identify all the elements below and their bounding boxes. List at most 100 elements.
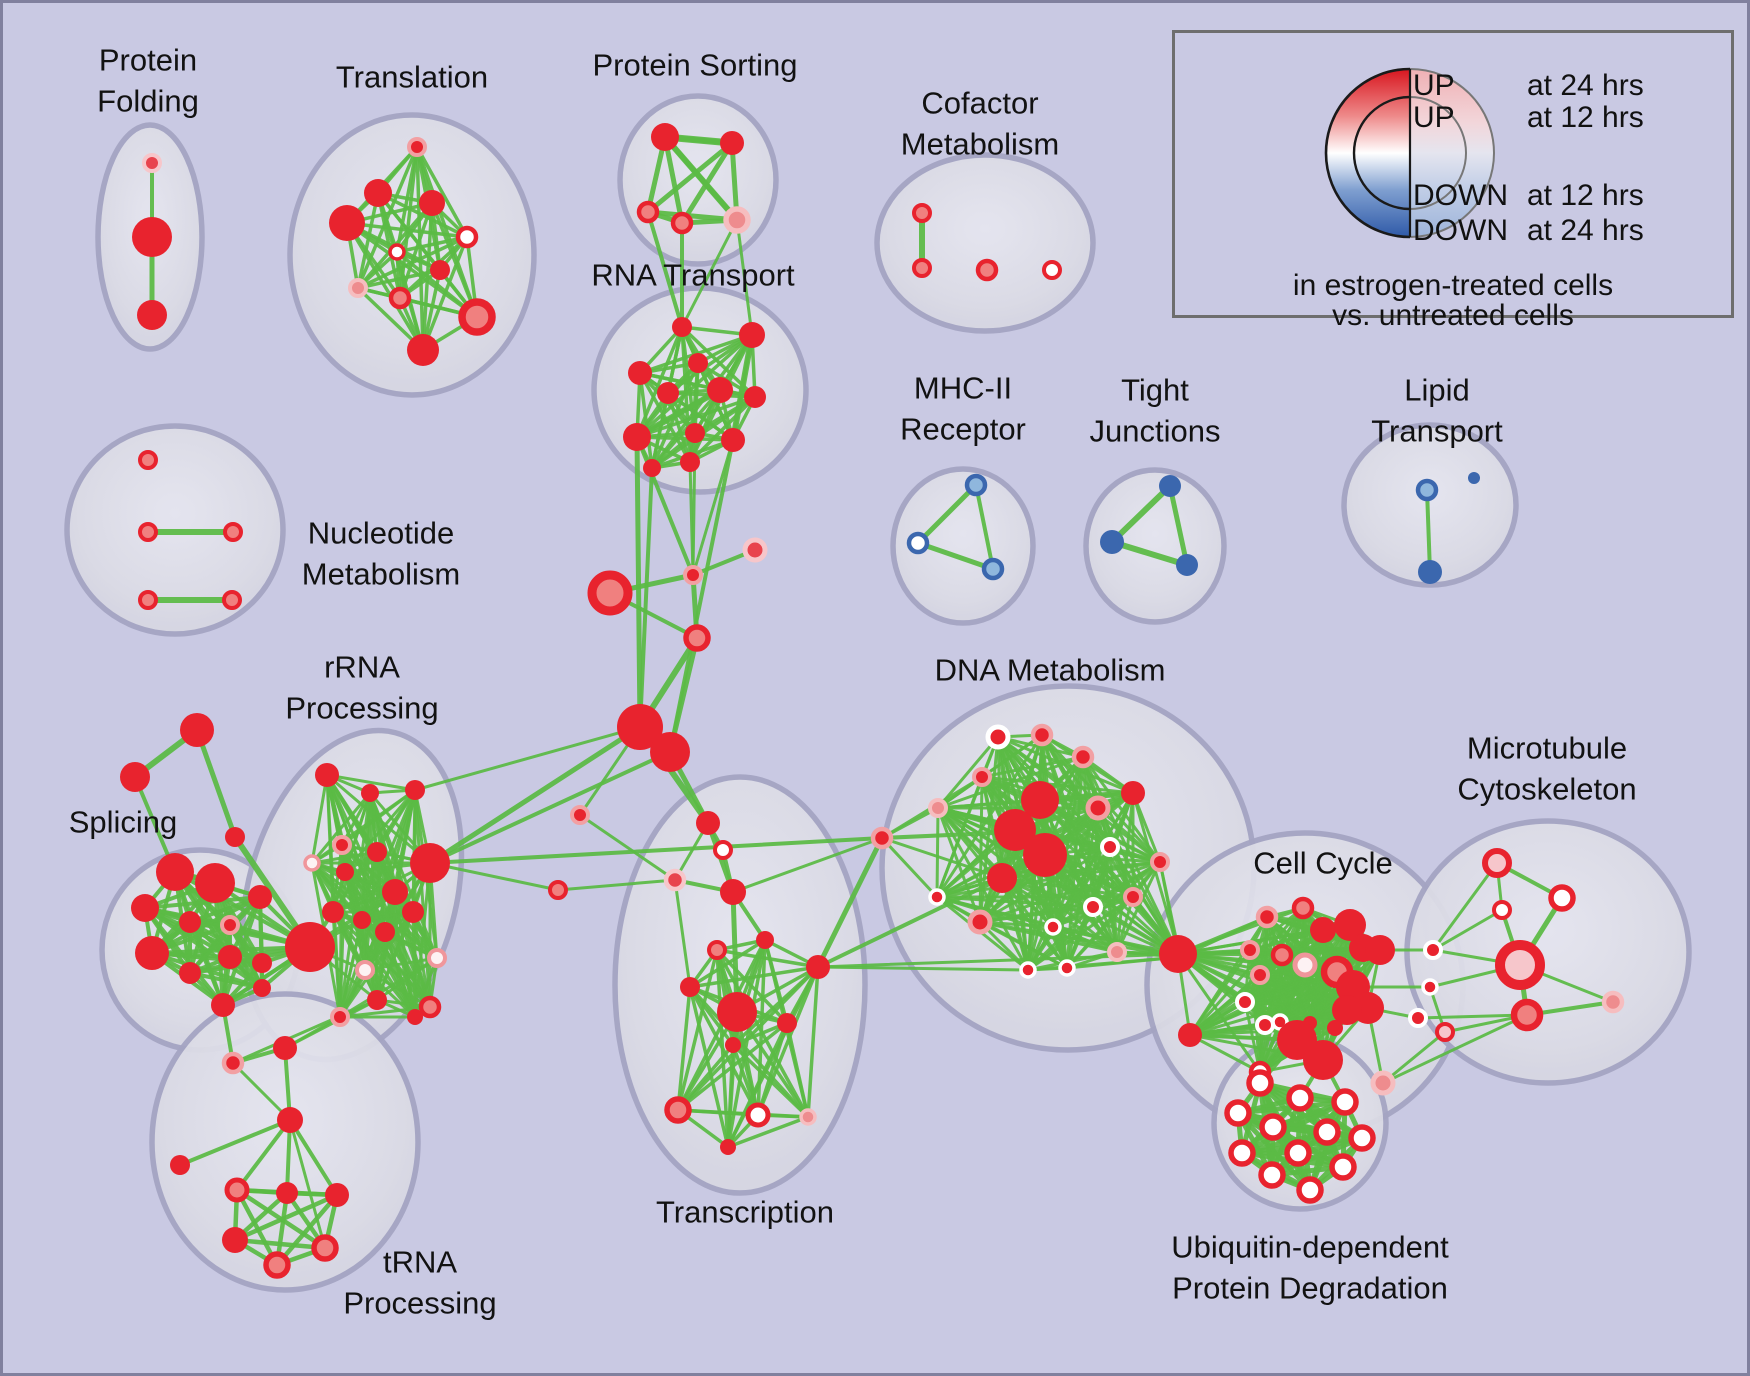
node-transcription — [745, 1102, 771, 1128]
edge — [231, 998, 379, 1065]
node-protein_sorting — [723, 206, 751, 234]
edge — [735, 218, 754, 337]
edge — [356, 191, 380, 290]
node-nucleotide — [138, 450, 158, 470]
node-splicing — [218, 945, 242, 969]
edge — [234, 1187, 280, 1268]
edge — [634, 387, 723, 440]
edge — [688, 985, 730, 1149]
node-dna — [1058, 959, 1076, 977]
node-rrna — [303, 854, 321, 872]
edge — [980, 775, 1135, 795]
node-dna — [928, 888, 946, 906]
node-rrna — [336, 863, 354, 881]
node-trna_hex — [222, 1227, 248, 1253]
edge — [1431, 861, 1499, 952]
node-nucleotide — [223, 522, 243, 542]
cluster-label-transcription: Transcription — [656, 1195, 834, 1230]
node-cellcycle — [1270, 943, 1294, 967]
edge — [688, 938, 767, 989]
node-ubiquitin — [1348, 1124, 1376, 1152]
node-rna_transport — [623, 423, 651, 451]
edge — [288, 1118, 327, 1250]
edge — [288, 1118, 339, 1197]
edge — [415, 145, 469, 239]
edge — [662, 134, 740, 223]
node-protein_sorting — [720, 131, 744, 155]
node-triangle — [180, 713, 214, 747]
edge — [936, 755, 1085, 810]
edge — [1026, 950, 1119, 972]
cluster-label-cofactor-metabolism: Cofactor — [921, 86, 1038, 121]
node-microtubule — [1510, 998, 1544, 1032]
node-transcription — [756, 931, 774, 949]
legend-time: at 24 hrs — [1527, 214, 1644, 247]
edge — [1243, 985, 1355, 1004]
node-transcription — [707, 940, 727, 960]
edge — [978, 920, 1069, 970]
node-splicing — [135, 936, 169, 970]
node-dna — [1019, 961, 1037, 979]
node-translation — [407, 137, 427, 157]
node-rna_transport — [744, 386, 766, 408]
edge — [935, 806, 940, 899]
node-microtubule — [1435, 1022, 1455, 1042]
cluster-label-dna-metabolism: DNA Metabolism — [935, 653, 1166, 688]
edge — [731, 836, 884, 894]
node-ubiquitin — [1331, 1088, 1359, 1116]
edge — [556, 878, 677, 892]
edge — [676, 1043, 735, 1112]
edge — [310, 791, 372, 865]
node-trna_hex — [224, 1177, 250, 1203]
edge — [221, 895, 262, 1007]
node-cellcycle — [1334, 909, 1366, 941]
cluster-label-protein-sorting: Protein Sorting — [592, 48, 797, 83]
legend-time: at 24 hrs — [1527, 69, 1644, 102]
edge — [1026, 798, 1042, 972]
node-dna — [1121, 781, 1145, 805]
edge — [231, 1061, 292, 1122]
node-microtubule — [1492, 900, 1512, 920]
node-cofactor — [912, 203, 932, 223]
node-translation — [458, 298, 496, 336]
node-trna_hex — [325, 1183, 349, 1207]
node-lipid — [1418, 560, 1442, 584]
cluster-label-microtubule-cytoskeleton: Microtubule — [1467, 731, 1627, 766]
edge — [806, 965, 820, 1119]
edge — [1381, 1030, 1447, 1085]
legend-time: at 12 hrs — [1527, 179, 1644, 212]
node-translation — [388, 243, 406, 261]
cluster-ellipse-cofactor-metabolism — [874, 152, 1096, 334]
node-connectors — [713, 840, 733, 860]
legend-half-right — [1410, 69, 1494, 237]
node-connectors — [617, 704, 663, 750]
edge — [785, 1021, 810, 1119]
node-cellcycle — [1255, 905, 1279, 929]
node-transcription — [799, 1108, 817, 1126]
node-cellcycle — [1292, 952, 1318, 978]
legend-updown-glyph — [1324, 67, 1495, 239]
node-splicing — [211, 993, 235, 1017]
node-rrna — [332, 835, 352, 855]
node-cellcycle — [1178, 1023, 1202, 1047]
edge — [356, 268, 442, 290]
cluster-ellipse-protein-sorting — [617, 93, 779, 267]
node-trna_hex — [263, 1251, 291, 1279]
node-transcription — [777, 1013, 797, 1033]
legend-outer-ring-left — [1324, 67, 1411, 239]
edge — [730, 332, 755, 443]
node-cellcycle — [1310, 917, 1336, 943]
edge — [338, 918, 364, 1019]
node-mhc — [981, 557, 1005, 581]
edge — [676, 938, 767, 1112]
edge — [726, 1021, 789, 1149]
edge — [726, 1115, 810, 1149]
edge — [646, 210, 684, 329]
edge — [1051, 925, 1180, 956]
node-splicing — [252, 953, 272, 973]
node-translation — [348, 278, 368, 298]
cluster-label-rrna-processing: rRNA — [324, 650, 400, 685]
cluster-label-tight-junctions: Junctions — [1090, 414, 1221, 449]
node-dna — [972, 767, 992, 787]
